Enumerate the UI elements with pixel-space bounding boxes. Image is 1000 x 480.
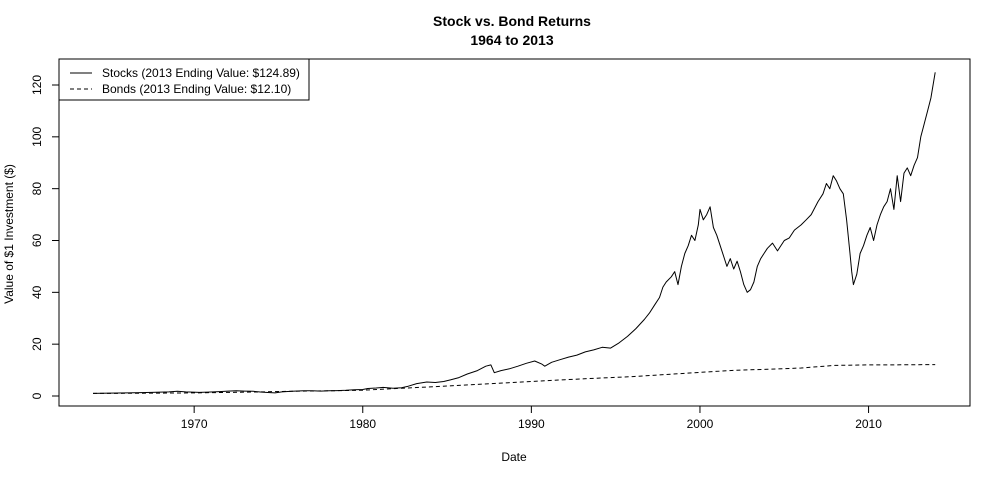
y-tick-label: 0 xyxy=(30,392,44,399)
plot-frame xyxy=(58,58,971,407)
x-axis: 1970 1980 1990 2000 2010 xyxy=(181,405,882,431)
y-tick-label: 20 xyxy=(30,337,44,351)
y-axis-label: Value of $1 Investment ($) xyxy=(2,164,16,304)
chart-title: Stock vs. Bond Returns xyxy=(433,13,591,29)
x-axis-label: Date xyxy=(501,450,527,464)
y-tick-label: 80 xyxy=(30,182,44,196)
y-axis: 0 20 40 60 80 100 120 xyxy=(30,75,60,399)
legend: Stocks (2013 Ending Value: $124.89) Bond… xyxy=(58,58,310,101)
series-line-bonds xyxy=(92,364,936,394)
x-tick-label: 1980 xyxy=(349,417,376,431)
legend-label-bonds: Bonds (2013 Ending Value: $12.10) xyxy=(102,82,291,96)
y-tick-label: 40 xyxy=(30,285,44,299)
y-tick-label: 120 xyxy=(30,75,44,95)
x-tick-label: 1990 xyxy=(518,417,545,431)
series-layer xyxy=(92,72,936,394)
series-line-stocks xyxy=(92,72,936,394)
legend-box xyxy=(58,58,310,101)
legend-label-stocks: Stocks (2013 Ending Value: $124.89) xyxy=(102,66,300,80)
x-tick-label: 2010 xyxy=(855,417,882,431)
y-tick-label: 100 xyxy=(30,127,44,147)
y-tick-label: 60 xyxy=(30,234,44,248)
x-tick-label: 2000 xyxy=(687,417,714,431)
chart-subtitle: 1964 to 2013 xyxy=(470,32,553,48)
x-tick-label: 1970 xyxy=(181,417,208,431)
